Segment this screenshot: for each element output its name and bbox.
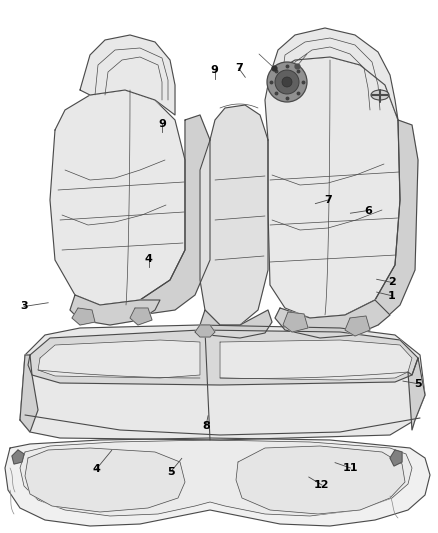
Text: 6: 6 xyxy=(364,206,372,215)
Text: 12: 12 xyxy=(314,480,330,490)
Polygon shape xyxy=(70,295,160,325)
Polygon shape xyxy=(12,450,24,464)
Text: 9: 9 xyxy=(158,119,166,128)
Polygon shape xyxy=(283,312,308,332)
Polygon shape xyxy=(200,105,268,325)
Polygon shape xyxy=(5,438,430,526)
Circle shape xyxy=(267,62,307,102)
Text: 1: 1 xyxy=(388,291,396,301)
Polygon shape xyxy=(50,90,185,305)
Text: 4: 4 xyxy=(145,254,153,263)
Text: 5: 5 xyxy=(414,379,422,389)
Polygon shape xyxy=(236,446,405,514)
Text: 7: 7 xyxy=(325,195,332,205)
Polygon shape xyxy=(20,440,412,516)
Polygon shape xyxy=(72,308,95,325)
Polygon shape xyxy=(25,448,185,512)
Text: 11: 11 xyxy=(343,463,358,473)
Polygon shape xyxy=(408,358,425,430)
Circle shape xyxy=(282,77,292,87)
Polygon shape xyxy=(275,300,390,338)
Text: 8: 8 xyxy=(202,422,210,431)
Text: 3: 3 xyxy=(20,302,28,311)
Polygon shape xyxy=(20,325,425,440)
Polygon shape xyxy=(265,57,400,318)
Polygon shape xyxy=(28,330,418,385)
Polygon shape xyxy=(38,340,200,378)
Polygon shape xyxy=(345,316,370,336)
Polygon shape xyxy=(80,35,175,115)
Text: 4: 4 xyxy=(92,464,100,474)
Text: 5: 5 xyxy=(167,467,175,477)
Polygon shape xyxy=(130,308,152,325)
Polygon shape xyxy=(200,310,272,338)
Polygon shape xyxy=(390,450,402,466)
Text: 2: 2 xyxy=(388,278,396,287)
Polygon shape xyxy=(195,325,215,337)
Polygon shape xyxy=(270,28,398,120)
Ellipse shape xyxy=(371,90,389,100)
Polygon shape xyxy=(140,115,210,315)
Circle shape xyxy=(275,70,299,94)
Text: 9: 9 xyxy=(211,66,219,75)
Polygon shape xyxy=(345,120,418,330)
Polygon shape xyxy=(20,355,38,432)
Polygon shape xyxy=(220,340,412,380)
Text: 7: 7 xyxy=(235,63,243,73)
